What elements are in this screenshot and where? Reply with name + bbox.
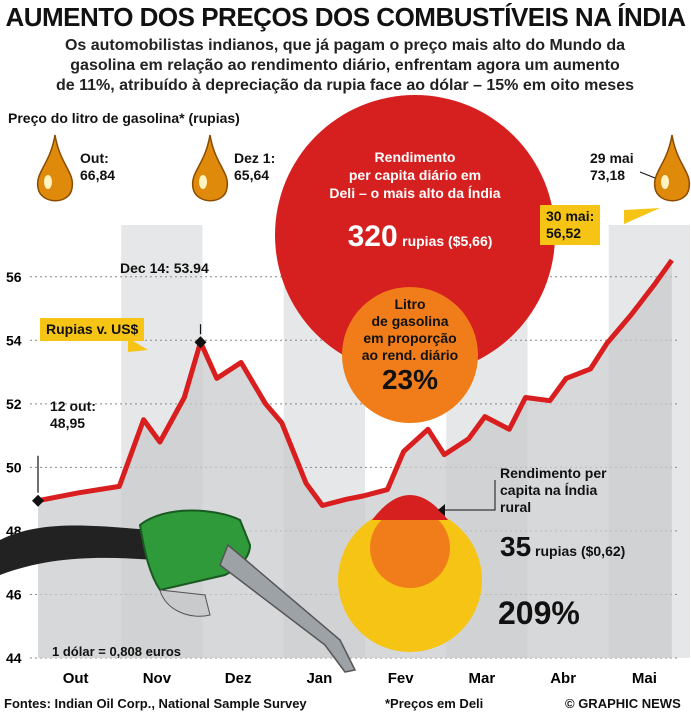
delhi-share-text: Litro de gasolina em proporção ao rend. … [345,296,475,396]
x-tick-label: Abr [550,670,576,687]
x-tick-label: Mar [469,670,496,687]
drop-icon [191,134,229,202]
drop-icon [36,134,74,202]
price-dec: Dez 1: 65,64 [234,150,275,184]
y-tick-label: 46 [6,586,22,602]
share-line3: em proporção [363,330,457,346]
drop-icon [653,134,691,202]
rural-line3: rural [500,499,532,515]
delhi-amount-value: 320 [347,220,398,253]
rupias-callout-pointer [128,338,148,352]
may29-leader [639,171,656,179]
rural-line2: capita na Índia [500,482,598,498]
delhi-line1: Rendimento [374,149,456,165]
fuel-nozzle-icon [0,509,357,673]
rural-income-text: Rendimento per capita na Índia rural [500,465,607,516]
subtitle-line: de 11%, atribuído à depreciação da rupia… [56,77,634,94]
page-title: AUMENTO DOS PREÇOS DOS COMBUSTÍVEIS NA Í… [5,2,686,32]
delhi-line3: Deli – o mais alto da Índia [329,185,501,201]
delhi-share-circle [342,287,478,423]
may30-value: 56,52 [546,225,582,241]
dec14-marker [194,336,207,349]
price-may: 29 mai 73,18 [590,150,634,184]
x-tick-label: Jan [306,670,332,687]
subtitle-line: Os automobilistas indianos, que já pagam… [64,37,626,54]
price-may-value: 73,18 [590,167,626,183]
oct12-marker [32,494,44,507]
subtitle-line: gasolina em relação ao rendimento diário… [70,57,620,74]
y-tick-label: 44 [6,650,22,666]
delhi-income-circle [275,95,555,375]
rural-percent: 209% [498,595,580,631]
delhi-income-text: Rendimento per capita diário em Deli – o… [315,148,515,202]
share-percent: 23% [381,364,439,395]
share-line4: ao rend. diário [361,347,459,363]
rupee-line [37,258,674,508]
delhi-amount-unit: rupias ($5,66) [402,233,493,249]
x-tick-labels: Out Nov Dez Jan Fev Mar Abr Mai [63,670,657,687]
oct12-value: 48,95 [50,415,86,431]
footer-sources: Fontes: Indian Oil Corp., National Sampl… [4,696,307,711]
price-oct-label: Out: [80,150,109,166]
delhi-amount: 320 rupias ($5,66) [300,220,540,254]
y-tick-label: 54 [6,332,22,348]
x-tick-label: Nov [143,670,172,687]
footer-note: *Preços em Deli [385,696,484,711]
dec14-annotation: Dec 14: 53.94 [120,260,209,276]
annotation-markers [32,324,207,507]
rural-amount-unit: rupias ($0,62) [535,543,626,559]
subtitle: Os automobilistas indianos, que já pagam… [40,36,650,96]
price-oct-value: 66,84 [80,167,116,183]
share-line2: de gasolina [371,313,449,329]
rural-leader-tip [438,504,445,516]
rural-amount: 35 rupias ($0,62) [500,533,626,561]
delhi-line2: per capita diário em [348,167,482,183]
price-dec-value: 65,64 [234,167,270,183]
footer-credit: © GRAPHIC NEWS [565,696,681,711]
x-tick-label: Fev [388,670,415,687]
y-tick-label: 52 [6,396,22,412]
rural-income-cap [372,495,448,520]
y-tick-label: 56 [6,269,22,285]
rural-leader [445,480,496,511]
rural-amount-value: 35 [500,531,532,562]
x-tick-label: Out [63,670,89,687]
price-dec-label: Dez 1: [234,150,276,166]
x-tick-label: Mai [632,670,657,687]
x-tick-label: Dez [225,670,252,687]
oct12-label: 12 out: [50,398,96,414]
rural-income-circle [370,508,450,588]
price-may-label: 29 mai [590,150,634,166]
exchange-note: 1 dólar = 0,808 euros [52,644,181,659]
may30-callout-pointer [624,208,660,224]
rural-line1: Rendimento per [500,465,607,481]
may30-callout: 30 mai: 56,52 [540,205,601,245]
share-line1: Litro [394,296,426,312]
y-tick-label: 50 [6,459,22,475]
rupias-callout: Rupias v. US$ [40,318,145,341]
price-label: Preço do litro de gasolina* (rupias) [8,110,240,126]
may30-label: 30 mai: [546,208,595,224]
oct12-annotation: 12 out: 48,95 [50,398,96,432]
price-oct: Out: 66,84 [80,150,115,184]
